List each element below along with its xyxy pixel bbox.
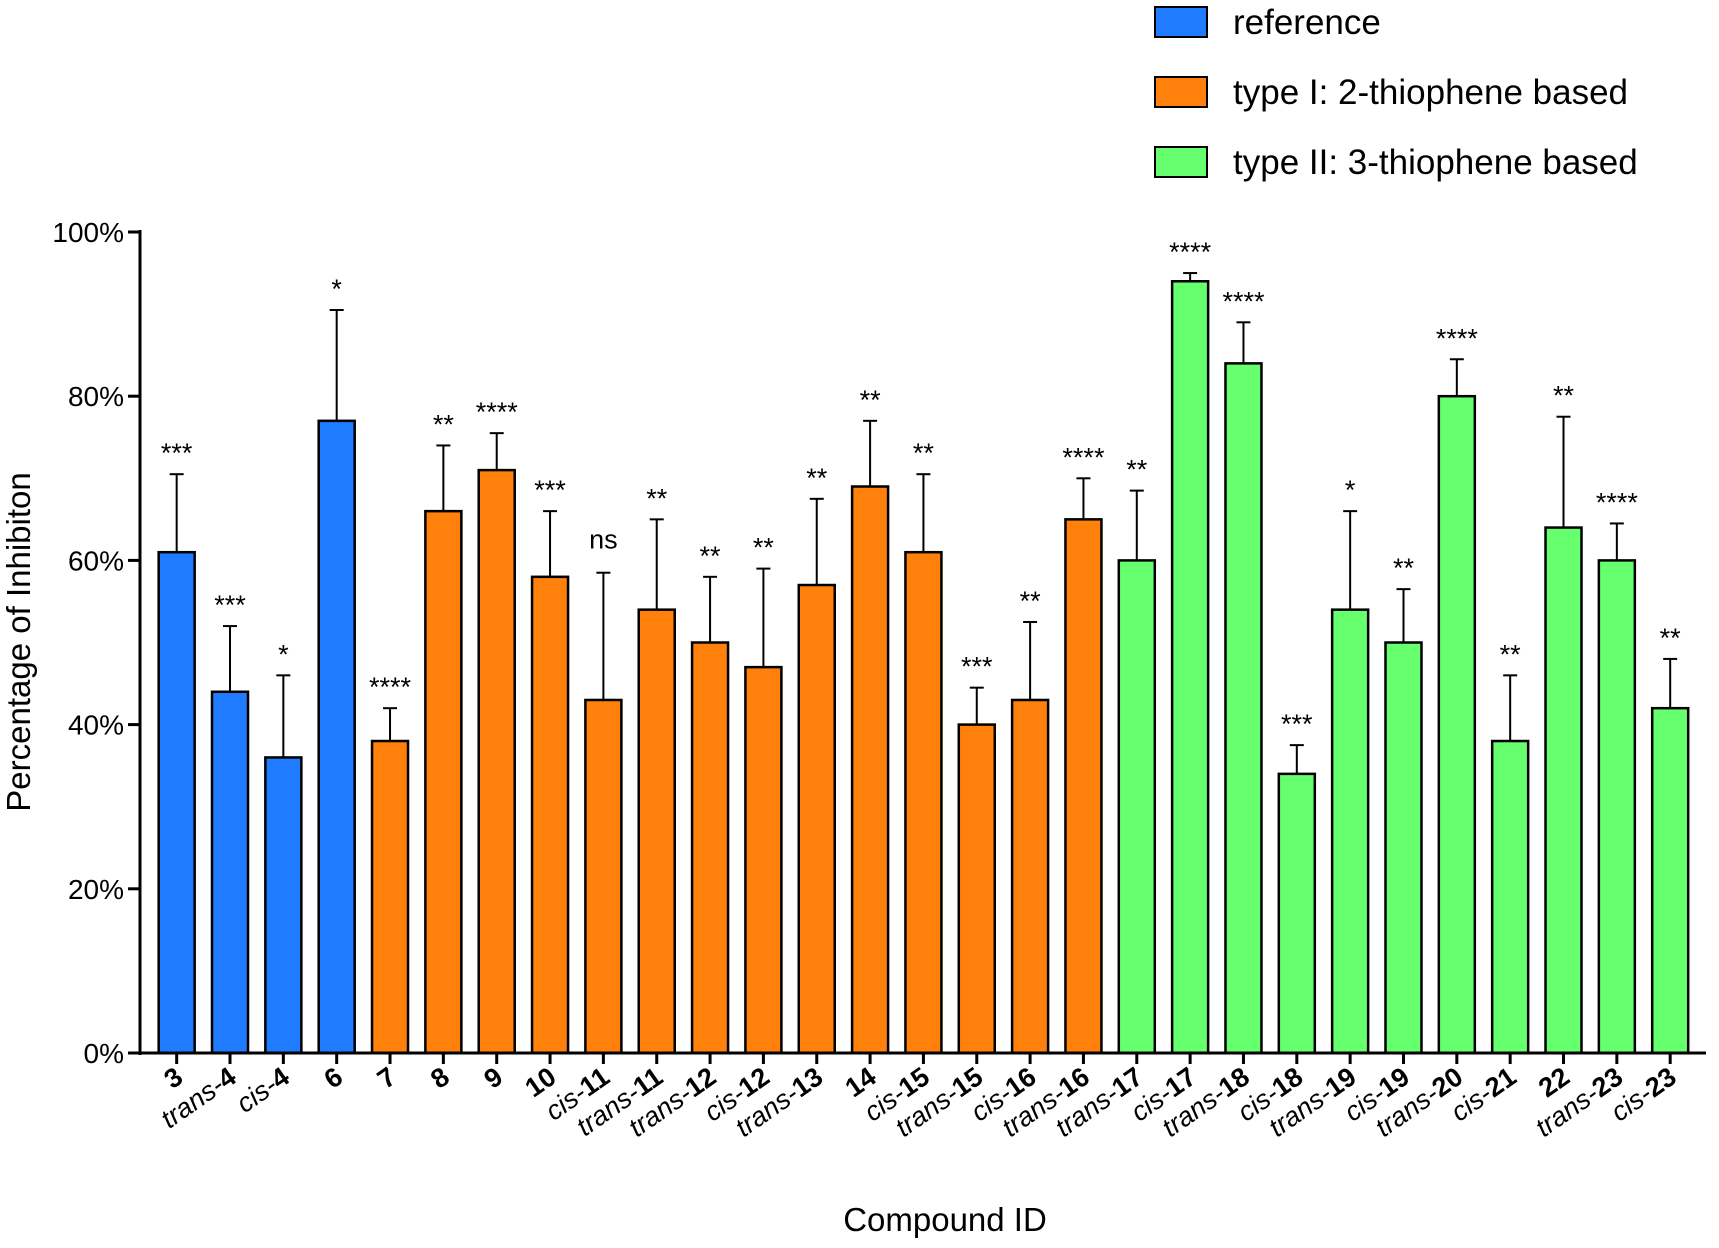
- bar: [1117, 559, 1157, 1055]
- significance-label: **: [646, 483, 668, 513]
- significance-label: ****: [476, 397, 519, 427]
- y-tick-label: 0%: [84, 1038, 124, 1069]
- y-tick-label: 100%: [52, 217, 124, 248]
- legend-label: type I: 2-thiophene based: [1233, 73, 1628, 112]
- bar: [1384, 641, 1423, 1055]
- significance-label: ***: [161, 438, 193, 468]
- bar: [1330, 608, 1370, 1055]
- significance-label: **: [1553, 381, 1575, 411]
- bar: [1170, 280, 1210, 1055]
- significance-label: ****: [369, 672, 412, 702]
- significance-label: **: [860, 385, 882, 415]
- x-tick-label: 9: [479, 1061, 509, 1094]
- x-axis-title: Compound ID: [843, 1201, 1047, 1238]
- significance-label: **: [1126, 455, 1148, 485]
- significance-label: ****: [1169, 237, 1212, 267]
- significance-label: **: [806, 463, 828, 493]
- bar: [744, 665, 783, 1055]
- x-tick-label-number: 8: [425, 1061, 455, 1094]
- significance-label: **: [913, 438, 935, 468]
- bar: [690, 641, 730, 1055]
- bar: [1490, 739, 1530, 1055]
- significance-label: ****: [1596, 487, 1639, 517]
- significance-label: *: [331, 274, 342, 304]
- significance-label: ****: [1222, 286, 1265, 316]
- significance-label: ****: [1062, 442, 1105, 472]
- bar: [1010, 698, 1050, 1055]
- significance-label: **: [753, 533, 775, 563]
- significance-label: **: [1660, 623, 1682, 653]
- bar: [424, 509, 463, 1055]
- error-bars: [169, 272, 1678, 774]
- significance-label: ***: [534, 475, 566, 505]
- x-tick-label: 7: [372, 1061, 402, 1094]
- significance-label: **: [700, 541, 722, 571]
- bar: [530, 575, 570, 1055]
- bar: [157, 550, 196, 1055]
- y-tick-label: 80%: [68, 381, 124, 412]
- y-tick-label: 20%: [68, 874, 124, 905]
- legend-swatch: [1154, 76, 1208, 108]
- significance-label: **: [1500, 639, 1522, 669]
- significance-label: *: [278, 639, 289, 669]
- x-tick-label-number: 9: [479, 1061, 509, 1094]
- legend-swatch: [1154, 6, 1208, 38]
- x-tick-label: cis-4: [231, 1061, 295, 1118]
- x-tick-label: 6: [319, 1061, 349, 1094]
- bar: [317, 419, 356, 1055]
- y-axis: 0% 20% 40% 60% 80% 100%: [52, 217, 142, 1069]
- y-tick-label: 40%: [68, 710, 124, 741]
- legend: reference type I: 2-thiophene based type I…: [1154, 3, 1638, 182]
- significance-label: ***: [214, 590, 246, 620]
- x-tick-label: 8: [425, 1061, 455, 1094]
- bar: [1277, 772, 1317, 1055]
- bar: [957, 723, 997, 1055]
- bar: [1437, 394, 1477, 1055]
- legend-swatch: [1154, 146, 1208, 178]
- bar: [584, 698, 623, 1055]
- bar: [1544, 526, 1583, 1055]
- significance-label: ***: [1281, 709, 1313, 739]
- bar: [1064, 518, 1103, 1055]
- y-axis-title: Percentage of Inhibiton: [0, 472, 37, 811]
- bar: [637, 608, 676, 1055]
- significance-label: ns: [589, 525, 618, 555]
- x-tick-label-number: 6: [319, 1061, 349, 1094]
- bars: [157, 280, 1690, 1055]
- bar: [1597, 559, 1637, 1055]
- significance-labels: ************** *******ns**** *************…: [161, 237, 1681, 739]
- bar: [477, 468, 516, 1055]
- legend-label: type II: 3-thiophene based: [1233, 143, 1638, 182]
- bar: [1650, 706, 1690, 1055]
- bar: [210, 690, 250, 1055]
- bar: [1224, 362, 1263, 1055]
- significance-label: **: [433, 409, 455, 439]
- y-tick-label: 60%: [68, 545, 124, 576]
- bar: [264, 756, 303, 1055]
- significance-label: ***: [961, 652, 993, 682]
- significance-label: **: [1020, 586, 1042, 616]
- bar: [797, 583, 836, 1055]
- x-tick-label-number: 7: [372, 1061, 402, 1094]
- significance-label: *: [1345, 475, 1356, 505]
- legend-label: reference: [1233, 3, 1381, 42]
- significance-label: **: [1393, 553, 1415, 583]
- bar: [850, 485, 890, 1055]
- bar: [904, 550, 943, 1055]
- bar: [370, 739, 410, 1055]
- significance-label: ****: [1436, 323, 1479, 353]
